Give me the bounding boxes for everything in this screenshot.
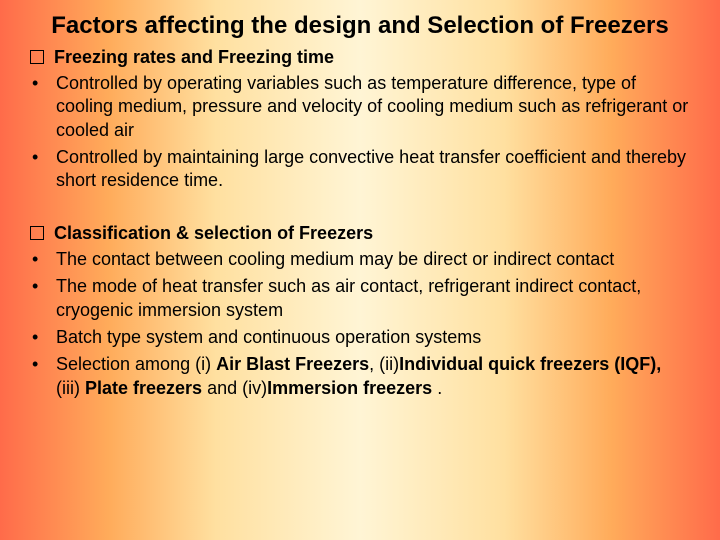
bullet-icon: •	[32, 326, 48, 349]
bullet-text: The mode of heat transfer such as air co…	[56, 275, 690, 322]
bullet-text: The contact between cooling medium may b…	[56, 248, 690, 271]
list-item: • Batch type system and continuous opera…	[30, 326, 690, 349]
bold-text: Air Blast Freezers	[216, 354, 369, 374]
list-item: • The contact between cooling medium may…	[30, 248, 690, 271]
text-part: Selection among (i)	[56, 354, 216, 374]
bullet-icon: •	[32, 146, 48, 169]
bullet-text: Controlled by maintaining large convecti…	[56, 146, 690, 193]
text-part: and (iv)	[202, 378, 267, 398]
list-item: • Selection among (i) Air Blast Freezers…	[30, 353, 690, 400]
slide-title: Factors affecting the design and Selecti…	[30, 12, 690, 41]
section-1-heading-text: Freezing rates and Freezing time	[54, 47, 334, 68]
list-item: • Controlled by operating variables such…	[30, 72, 690, 142]
text-part: .	[437, 378, 442, 398]
bullet-text: Batch type system and continuous operati…	[56, 326, 690, 349]
bullet-text: Controlled by operating variables such a…	[56, 72, 690, 142]
slide-container: Factors affecting the design and Selecti…	[0, 0, 720, 424]
checkbox-icon	[30, 226, 44, 240]
bold-text: Plate freezers	[85, 378, 202, 398]
section-1-heading: Freezing rates and Freezing time	[30, 47, 690, 68]
list-item: • The mode of heat transfer such as air …	[30, 275, 690, 322]
bullet-icon: •	[32, 353, 48, 376]
bold-text: Immersion freezers	[267, 378, 437, 398]
text-part: , (ii)	[369, 354, 399, 374]
section-2-heading-text: Classification & selection of Freezers	[54, 223, 373, 244]
section-2-heading: Classification & selection of Freezers	[30, 223, 690, 244]
bullet-text-last: Selection among (i) Air Blast Freezers, …	[56, 353, 690, 400]
bullet-icon: •	[32, 248, 48, 271]
bullet-icon: •	[32, 72, 48, 95]
spacer	[30, 197, 690, 219]
text-part: (iii)	[56, 378, 85, 398]
list-item: • Controlled by maintaining large convec…	[30, 146, 690, 193]
bullet-icon: •	[32, 275, 48, 298]
checkbox-icon	[30, 50, 44, 64]
bold-text: Individual quick freezers (IQF),	[399, 354, 661, 374]
